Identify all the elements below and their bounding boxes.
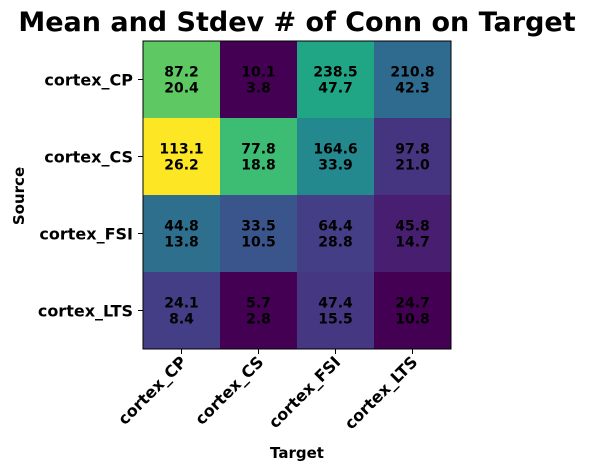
heatmap-cell: [297, 272, 374, 349]
heatmap-cell: [143, 272, 220, 349]
cell-mean-label: 64.4: [318, 219, 353, 235]
heatmap-cells: [143, 41, 451, 349]
cell-stdev-label: 14.7: [395, 235, 430, 251]
cell-stdev-label: 21.0: [395, 158, 430, 174]
cell-stdev-label: 47.7: [318, 81, 353, 97]
y-axis-ticks: cortex_CP cortex_CS cortex_FSI cortex_LTS: [38, 71, 143, 321]
cell-mean-label: 5.7: [246, 296, 271, 312]
y-tick-label: cortex_CS: [44, 148, 133, 167]
cell-stdev-label: 33.9: [318, 158, 353, 174]
cell-mean-label: 87.2: [164, 65, 199, 81]
heatmap-cell: [220, 41, 297, 118]
cell-stdev-label: 26.2: [164, 158, 199, 174]
cell-mean-label: 77.8: [241, 142, 276, 158]
plot-frame: [142, 40, 452, 350]
heatmap-cell: [143, 41, 220, 118]
cell-mean-label: 45.8: [395, 219, 430, 235]
cell-stdev-label: 10.5: [241, 235, 276, 251]
cell-mean-label: 10.1: [241, 65, 276, 81]
cell-stdev-label: 15.5: [318, 312, 353, 328]
cell-mean-label: 47.4: [318, 296, 353, 312]
cell-stdev-label: 18.8: [241, 158, 276, 174]
heatmap-cell: [297, 195, 374, 272]
x-tick-label: cortex_LTS: [341, 352, 422, 433]
y-tick-label: cortex_FSI: [39, 225, 133, 244]
heatmap-cell: [220, 272, 297, 349]
heatmap-cell: [220, 118, 297, 195]
y-tick-label: cortex_CP: [44, 71, 133, 90]
cell-stdev-label: 28.8: [318, 235, 353, 251]
x-axis-label: Target: [270, 444, 324, 462]
heatmap-cell: [374, 272, 451, 349]
cell-stdev-label: 20.4: [164, 81, 199, 97]
heatmap-cell: [143, 195, 220, 272]
heatmap-cell: [143, 118, 220, 195]
cell-stdev-label: 42.3: [395, 81, 430, 97]
cell-mean-label: 24.7: [395, 296, 430, 312]
cell-stdev-label: 2.8: [246, 312, 271, 328]
heatmap-cell: [374, 195, 451, 272]
x-tick-label: cortex_FSI: [265, 352, 345, 432]
cell-mean-label: 44.8: [164, 219, 199, 235]
cell-mean-label: 97.8: [395, 142, 430, 158]
cell-mean-label: 164.6: [313, 142, 357, 158]
cell-stdev-label: 3.8: [246, 81, 271, 97]
chart-title: Mean and Stdev # of Conn on Target: [18, 7, 575, 38]
cell-mean-label: 33.5: [241, 219, 276, 235]
heatmap-cell: [374, 118, 451, 195]
heatmap-cell: [220, 195, 297, 272]
cell-stdev-label: 10.8: [395, 312, 430, 328]
cell-stdev-label: 13.8: [164, 235, 199, 251]
cell-mean-label: 113.1: [159, 142, 203, 158]
heatmap-cell: [374, 41, 451, 118]
x-tick-label: cortex_CP: [114, 352, 190, 428]
x-tick-label: cortex_CS: [191, 352, 267, 428]
cell-mean-label: 24.1: [164, 296, 199, 312]
cell-stdev-label: 8.4: [169, 312, 194, 328]
cell-mean-label: 238.5: [313, 65, 357, 81]
y-tick-label: cortex_LTS: [38, 302, 133, 321]
heatmap-cell: [297, 118, 374, 195]
heatmap-cell: [297, 41, 374, 118]
y-axis-label: Source: [10, 167, 28, 225]
heatmap-cell-labels: 87.220.4 10.13.8 238.547.7 210.842.3 113.126…: [159, 65, 434, 328]
cell-mean-label: 210.8: [390, 65, 434, 81]
